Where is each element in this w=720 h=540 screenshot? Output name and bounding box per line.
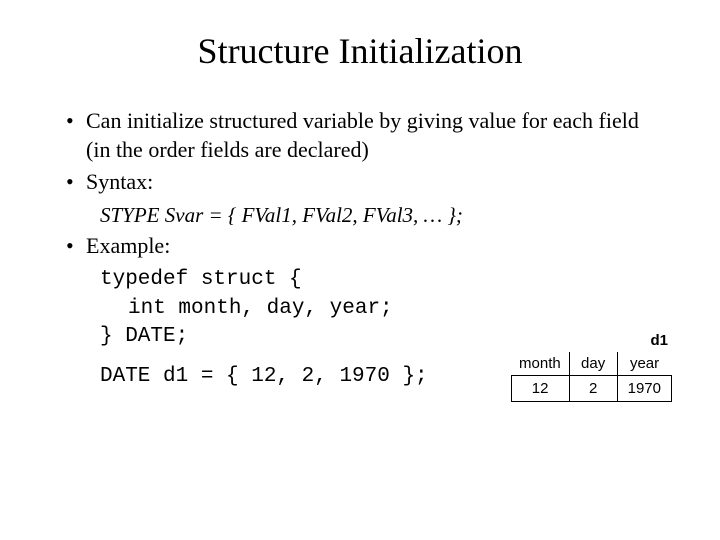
- diagram-value-cell: 12: [511, 376, 569, 402]
- bullet-item: Example:: [60, 232, 660, 261]
- diagram-header-cell: day: [569, 352, 617, 376]
- bullet-list: Can initialize structured variable by gi…: [60, 107, 660, 197]
- diagram-value-cell: 1970: [617, 376, 671, 402]
- code-line: int month, day, year;: [100, 295, 660, 323]
- diagram-value-cell: 2: [569, 376, 617, 402]
- bullet-item: Can initialize structured variable by gi…: [60, 107, 660, 164]
- slide-title: Structure Initialization: [60, 30, 660, 72]
- diagram-header-row: month day year: [511, 352, 671, 376]
- bullet-list-2: Example:: [60, 232, 660, 261]
- diagram-table: month day year 12 2 1970: [511, 352, 672, 402]
- struct-diagram: d1 month day year 12 2 1970: [511, 332, 672, 402]
- syntax-text: STYPE Svar = { FVal1, FVal2, FVal3, … };: [60, 203, 660, 228]
- code-line: typedef struct {: [100, 266, 660, 294]
- diagram-header-cell: year: [617, 352, 671, 376]
- diagram-header-cell: month: [511, 352, 569, 376]
- bullet-item: Syntax:: [60, 168, 660, 197]
- diagram-value-row: 12 2 1970: [511, 376, 671, 402]
- diagram-var-name: d1: [511, 332, 672, 349]
